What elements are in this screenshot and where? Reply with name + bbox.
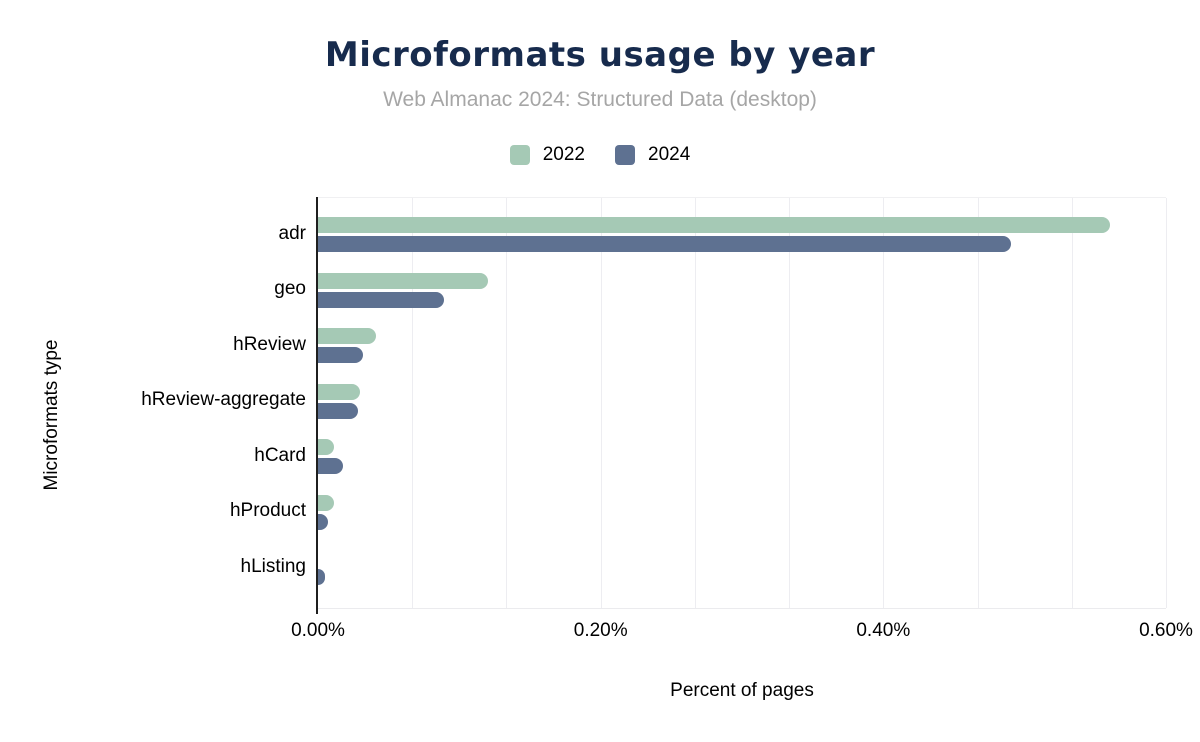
gridline xyxy=(1071,198,1073,608)
category-label-hListing: hListing xyxy=(240,555,307,577)
gridline xyxy=(1166,198,1167,608)
chart-subtitle: Web Almanac 2024: Structured Data (deskt… xyxy=(383,88,817,111)
x-tick-label-0.20%: 0.20% xyxy=(573,620,628,641)
legend-swatch-icon xyxy=(509,145,530,165)
legend-item-2022: 2022 xyxy=(509,144,585,166)
chart-title: Microformats usage by year xyxy=(324,35,876,75)
legend-label: 2022 xyxy=(542,144,585,165)
bar-2024-hProduct xyxy=(318,513,328,530)
bar-2024-adr xyxy=(318,236,1011,252)
x-tick-label-0.60%: 0.60% xyxy=(1139,620,1193,641)
category-label-hCard: hCard xyxy=(254,444,306,466)
bar-2022-hProduct xyxy=(318,494,334,511)
bar-2024-hReview-aggregate xyxy=(318,402,358,419)
bar-2022-hReview-aggregate xyxy=(318,383,361,400)
bar-2024-geo xyxy=(318,291,444,308)
y-axis-line xyxy=(316,197,318,614)
plot-area xyxy=(318,197,1167,609)
gridline xyxy=(506,198,508,608)
x-axis-zero-tick xyxy=(316,607,318,614)
category-label-adr: adr xyxy=(278,222,306,244)
gridline xyxy=(789,198,791,608)
legend: 2022 2024 xyxy=(0,144,1200,166)
gridline xyxy=(412,198,414,608)
bar-2022-hReview xyxy=(318,328,376,344)
bar-2024-hReview xyxy=(318,347,364,363)
category-label-hProduct: hProduct xyxy=(229,500,306,521)
legend-swatch-icon xyxy=(615,145,635,165)
category-label-hReview: hReview xyxy=(233,333,306,355)
x-tick-label-0.00%: 0.00% xyxy=(291,620,345,641)
bar-2022-adr xyxy=(318,217,1110,233)
legend-label: 2024 xyxy=(648,144,691,165)
legend-item-2024: 2024 xyxy=(615,144,690,166)
category-label-geo: geo xyxy=(274,278,306,299)
gridline xyxy=(883,198,885,608)
bar-2022-hCard xyxy=(318,439,334,455)
gridline xyxy=(694,198,696,608)
x-tick-label-0.40%: 0.40% xyxy=(856,620,911,641)
gridline xyxy=(600,198,602,608)
y-axis-title: Microformats type xyxy=(41,339,62,491)
gridline xyxy=(977,198,979,608)
bar-2022-geo xyxy=(318,272,488,289)
category-label-hReview-aggregate: hReview-aggregate xyxy=(141,389,306,410)
bar-2024-hCard xyxy=(318,458,344,474)
bar-2024-hListing xyxy=(318,569,326,585)
x-axis-title: Percent of pages xyxy=(670,680,814,701)
